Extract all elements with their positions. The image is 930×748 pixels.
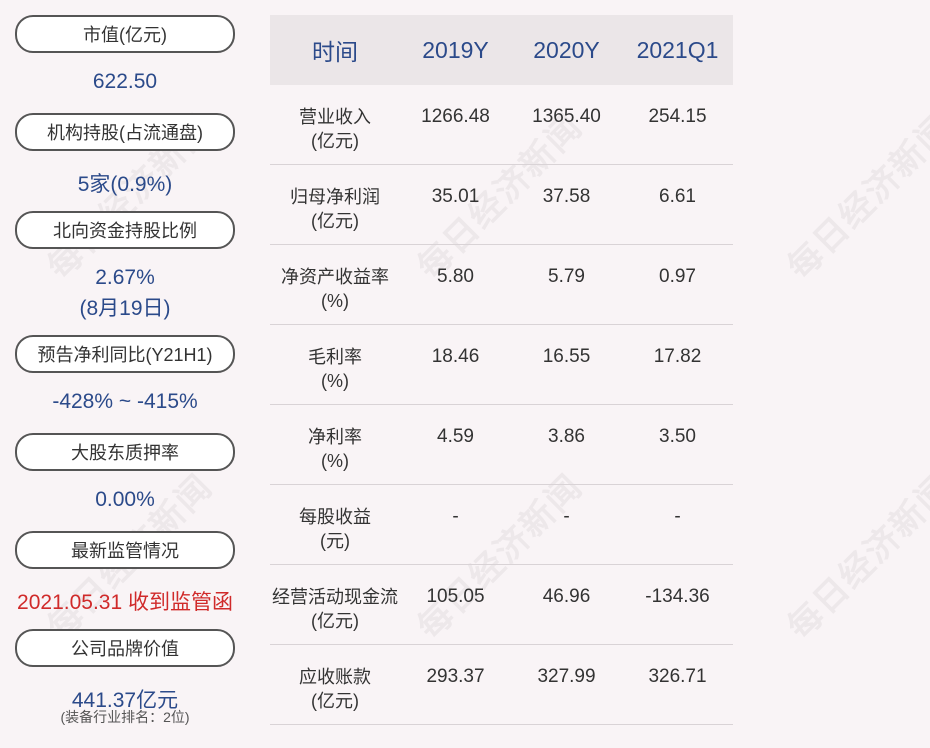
cell-2020y: 5.79 — [548, 266, 585, 287]
cell-2021q1: 326.71 — [648, 666, 707, 687]
regulation-value: 2021.05.31 收到监管函 — [17, 591, 233, 614]
header-period: 时间 — [312, 39, 358, 65]
cell-2020y: - — [563, 506, 570, 527]
cell-2019y: 4.59 — [437, 426, 474, 447]
table-row: 营业收入 (亿元) 1266.48 1365.40 254.15 — [270, 85, 733, 165]
cell-2019y: 18.46 — [431, 346, 480, 367]
table-row: 净资产收益率 (%) 5.80 5.79 0.97 — [270, 245, 733, 325]
table-row: 毛利率 (%) 18.46 16.55 17.82 — [270, 325, 733, 405]
watermark-text: 每日经济新闻 — [780, 107, 930, 287]
cell-2021q1: 3.50 — [659, 426, 696, 447]
cell-2020y: 3.86 — [548, 426, 585, 447]
row-label: 净利率 (%) — [308, 427, 362, 471]
cell-2019y: 105.05 — [426, 586, 485, 607]
cell-2019y: 35.01 — [431, 186, 480, 207]
row-label: 应收账款 (亿元) — [299, 667, 371, 711]
cell-2020y: 46.96 — [542, 586, 591, 607]
table-header: 时间 2019Y 2020Y 2021Q1 — [270, 15, 733, 85]
cell-2021q1: 0.97 — [659, 266, 696, 287]
row-label: 归母净利润 (亿元) — [290, 187, 380, 231]
profit-forecast-value: -428% ~ -415% — [52, 390, 198, 413]
institution-holding-label: 机构持股(占流通盘) — [15, 113, 235, 151]
cell-2020y: 1365.40 — [532, 106, 601, 127]
market-cap-value: 622.50 — [92, 70, 158, 93]
financial-table: 时间 2019Y 2020Y 2021Q1 营业收入 (亿元) 1266.48 1… — [270, 15, 733, 725]
cell-2021q1: - — [674, 506, 681, 527]
cell-2019y: 1266.48 — [421, 106, 490, 127]
row-label: 营业收入 (亿元) — [299, 107, 371, 151]
table-row: 每股收益 (元) - - - — [270, 485, 733, 565]
brand-value-value: 441.37亿元 — [71, 689, 179, 712]
cell-2020y: 327.99 — [537, 666, 596, 687]
header-2020y: 2020Y — [533, 36, 600, 63]
northbound-ratio-label: 北向资金持股比例 — [15, 211, 235, 249]
row-label: 净资产收益率 (%) — [281, 267, 389, 311]
northbound-ratio-date: (8月19日) — [79, 297, 171, 320]
brand-value-label: 公司品牌价值 — [15, 629, 235, 667]
header-2021q1: 2021Q1 — [636, 36, 719, 63]
cell-2019y: 293.37 — [426, 666, 485, 687]
pledge-ratio-label: 大股东质押率 — [15, 433, 235, 471]
cell-2021q1: 17.82 — [653, 346, 702, 367]
row-label: 每股收益 (元) — [299, 507, 371, 551]
brand-rank-note: (装备行业排名：2位) — [60, 709, 190, 725]
cell-2021q1: 6.61 — [659, 186, 696, 207]
cell-2020y: 37.58 — [542, 186, 591, 207]
cell-2020y: 16.55 — [542, 346, 591, 367]
cell-2019y: 5.80 — [437, 266, 474, 287]
cell-2019y: - — [452, 506, 459, 527]
watermark-text: 每日经济新闻 — [780, 467, 930, 647]
pledge-ratio-value: 0.00% — [95, 488, 155, 511]
northbound-ratio-value: 2.67% — [95, 266, 155, 289]
table-row: 归母净利润 (亿元) 35.01 37.58 6.61 — [270, 165, 733, 245]
header-2019y: 2019Y — [422, 36, 489, 63]
institution-holding-value: 5家(0.9%) — [77, 173, 173, 196]
cell-2021q1: -134.36 — [645, 586, 710, 607]
profit-forecast-label: 预告净利同比(Y21H1) — [15, 335, 235, 373]
table-row: 经营活动现金流 (亿元) 105.05 46.96 -134.36 — [270, 565, 733, 645]
row-label: 经营活动现金流 (亿元) — [272, 587, 398, 631]
market-cap-label: 市值(亿元) — [15, 15, 235, 53]
cell-2021q1: 254.15 — [648, 106, 707, 127]
table-row: 应收账款 (亿元) 293.37 327.99 326.71 — [270, 645, 733, 725]
regulation-label: 最新监管情况 — [15, 531, 235, 569]
table-row: 净利率 (%) 4.59 3.86 3.50 — [270, 405, 733, 485]
row-label: 毛利率 (%) — [308, 347, 362, 391]
